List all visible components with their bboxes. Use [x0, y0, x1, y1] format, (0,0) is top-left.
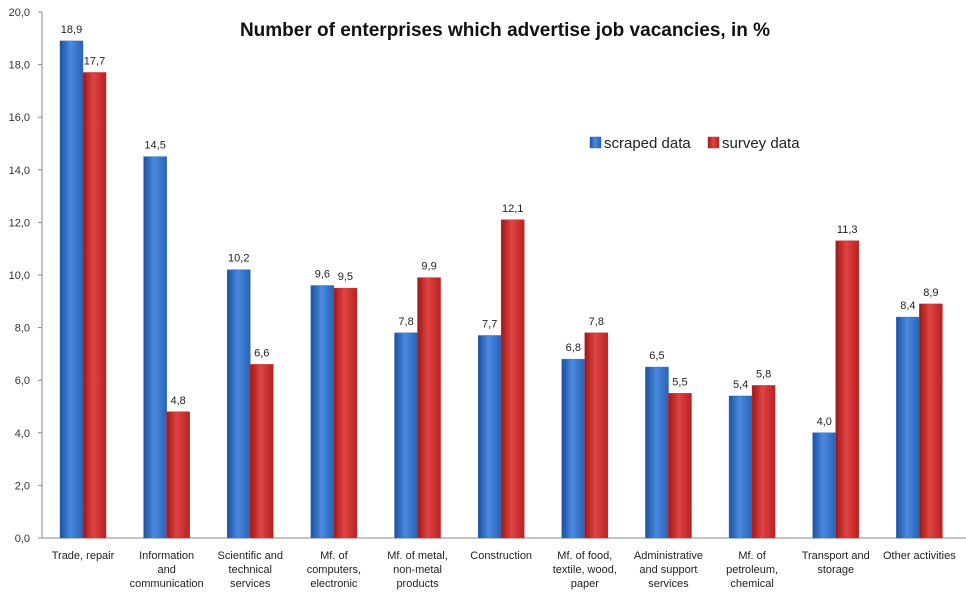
y-tick-label: 12,0 [9, 217, 30, 229]
bar-survey [584, 332, 609, 539]
x-category-label: Trade, repair [52, 550, 115, 562]
legend-label: survey data [722, 135, 800, 152]
x-category-label: Administrative and support services [634, 550, 703, 590]
bar-survey [751, 385, 776, 539]
x-category-label: Mf. of petroleum, chemical [726, 550, 778, 590]
bar-survey [919, 303, 943, 539]
y-tick-label: 2,0 [15, 480, 30, 492]
bar-scraped [561, 358, 586, 539]
bar-scraped [394, 332, 418, 539]
bar-survey [668, 393, 692, 539]
bar-scraped [477, 335, 502, 539]
x-category-label: Mf. of metal, non-metal products [387, 550, 448, 590]
y-tick-label: 4,0 [15, 428, 30, 440]
data-label: 7,8 [398, 316, 413, 328]
data-label: 11,3 [837, 224, 858, 236]
legend-swatch-scraped [589, 136, 602, 149]
bar-survey [82, 72, 107, 539]
data-label: 8,4 [900, 300, 915, 312]
legend-swatch-survey [707, 136, 720, 149]
legend-label: scraped data [604, 135, 691, 152]
data-label: 6,5 [649, 350, 664, 362]
y-axis: 0,0 2,0 4,0 6,0 8,0 10,0 12,0 14,0 16,0 18,0 20,0 [9, 7, 966, 545]
y-tick-label: 20,0 [9, 7, 30, 19]
data-label: 14,5 [144, 140, 165, 152]
x-category-label: Scientific and technical services [218, 550, 283, 590]
y-tick-label: 6,0 [15, 375, 30, 387]
bar-scraped [645, 366, 669, 539]
bars-group: 18,9 17,7 Trade, repair 14,5 4,8 Information a… [52, 24, 957, 590]
bar-survey [250, 364, 274, 539]
x-category-label: Mf. of computers, electronic [307, 550, 361, 590]
data-label: 7,7 [482, 318, 497, 330]
bar-survey [500, 219, 525, 539]
x-category-label: Construction [470, 550, 532, 562]
y-tick-label: 16,0 [9, 112, 30, 124]
x-category-label: Mf. of food, textile, wood, paper [553, 550, 617, 590]
data-label: 5,8 [756, 368, 771, 380]
bar-scraped [143, 156, 167, 539]
data-label: 9,5 [338, 271, 353, 283]
y-tick-label: 10,0 [9, 270, 30, 282]
y-tick-label: 0,0 [15, 533, 30, 545]
legend: scraped data survey data [589, 135, 800, 152]
bar-survey [835, 240, 859, 539]
y-tick-label: 14,0 [9, 165, 30, 177]
data-label: 6,6 [254, 347, 269, 359]
bar-scraped [59, 40, 84, 539]
data-label: 4,8 [170, 395, 185, 407]
bar-scraped [896, 316, 920, 539]
y-tick-label: 18,0 [9, 60, 30, 72]
data-label: 7,8 [589, 316, 604, 328]
data-label: 10,2 [228, 253, 249, 265]
bar-scraped [227, 269, 251, 539]
bar-scraped [812, 432, 836, 539]
x-category-label: Transport and storage [802, 550, 870, 576]
data-label: 6,8 [566, 342, 581, 354]
y-tick-label: 8,0 [15, 323, 30, 335]
bar-scraped [728, 395, 753, 539]
x-category-label: Information and communication [130, 550, 204, 590]
bar-survey [166, 411, 190, 539]
bar-survey [417, 277, 441, 539]
data-label: 5,5 [672, 376, 687, 388]
data-label: 4,0 [817, 416, 832, 428]
bar-survey [333, 287, 358, 539]
bar-scraped [310, 285, 335, 539]
x-category-label: Other activities [883, 550, 956, 562]
data-label: 12,1 [502, 203, 523, 215]
data-label: 9,6 [315, 269, 330, 281]
chart-title: Number of enterprises which advertise jo… [240, 20, 770, 41]
data-label: 8,9 [923, 287, 938, 299]
data-label: 9,9 [421, 261, 436, 273]
data-label: 17,7 [84, 55, 105, 67]
data-label: 5,4 [733, 379, 748, 391]
data-label: 18,9 [61, 24, 82, 36]
